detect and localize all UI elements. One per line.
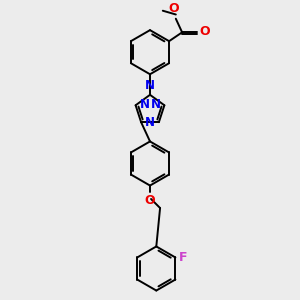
Text: N: N [151, 98, 160, 111]
Text: N: N [145, 116, 155, 129]
Text: N: N [145, 79, 154, 92]
Text: O: O [199, 25, 209, 38]
Text: F: F [179, 251, 188, 264]
Text: O: O [169, 2, 179, 15]
Text: N: N [140, 98, 149, 111]
Text: O: O [145, 194, 155, 207]
